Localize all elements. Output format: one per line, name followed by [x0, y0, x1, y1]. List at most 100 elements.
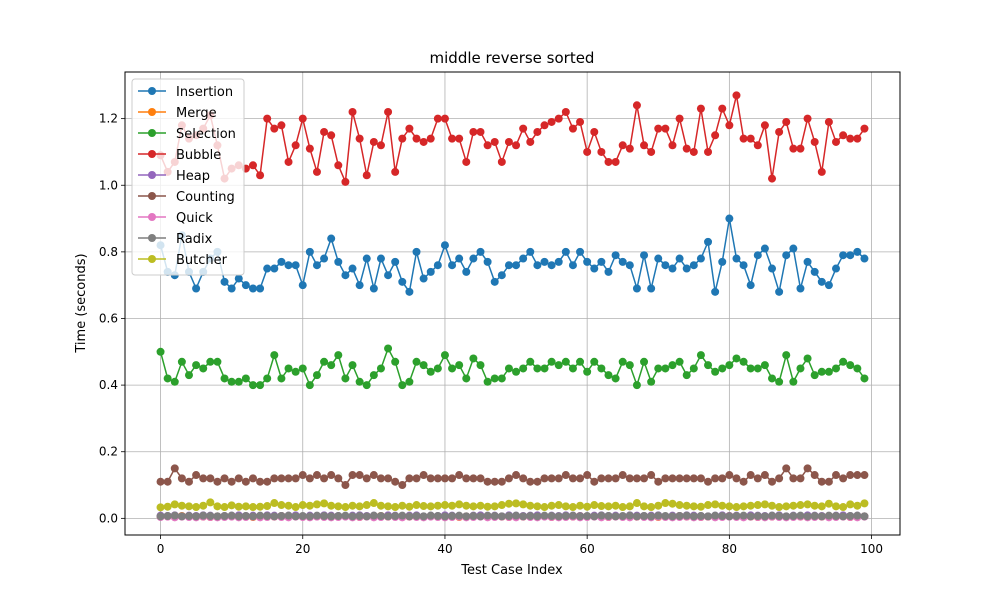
data-point	[718, 257, 727, 266]
data-point	[192, 512, 201, 521]
data-point	[853, 134, 862, 143]
data-point	[775, 512, 784, 521]
data-point	[341, 271, 350, 280]
data-point	[817, 502, 826, 511]
data-point	[227, 511, 236, 520]
legend: Insertion Merge Selection Bubble Heap Countin…	[131, 78, 245, 276]
data-point	[796, 511, 805, 520]
data-point	[213, 477, 222, 486]
data-point	[604, 157, 613, 166]
data-point	[376, 512, 385, 521]
data-point	[718, 501, 727, 510]
data-point	[561, 107, 570, 116]
data-point	[398, 481, 407, 490]
data-point	[398, 381, 407, 390]
data-point	[483, 477, 492, 486]
data-point	[725, 121, 734, 130]
data-point	[469, 474, 478, 483]
data-point	[419, 274, 428, 283]
data-point	[718, 104, 727, 113]
data-point	[512, 471, 521, 480]
data-point	[426, 134, 435, 143]
data-point	[796, 144, 805, 153]
data-point	[576, 474, 585, 483]
data-point	[696, 474, 705, 483]
data-point	[469, 354, 478, 363]
data-point	[369, 284, 378, 293]
data-point	[462, 512, 471, 521]
data-point	[206, 512, 215, 521]
data-point	[263, 264, 272, 273]
data-point	[163, 477, 172, 486]
data-point	[647, 512, 656, 521]
data-point	[270, 512, 279, 521]
data-point	[768, 477, 777, 486]
data-point	[810, 371, 819, 380]
legend-label: Selection	[176, 127, 236, 142]
data-point	[739, 134, 748, 143]
data-point	[682, 371, 691, 380]
data-point	[604, 512, 613, 521]
data-point	[519, 254, 528, 263]
data-point	[725, 361, 734, 370]
data-point	[824, 117, 833, 126]
data-point	[369, 511, 378, 520]
data-point	[476, 361, 485, 370]
y-tick-label: 0.8	[99, 245, 118, 259]
data-point	[775, 474, 784, 483]
data-point	[412, 357, 421, 366]
data-point	[440, 512, 449, 521]
data-point	[576, 501, 585, 510]
data-point	[320, 127, 329, 136]
data-point	[704, 361, 713, 370]
data-point	[839, 503, 848, 512]
legend-item: Merge	[138, 106, 217, 121]
data-point	[647, 471, 656, 480]
legend-item: Counting	[138, 190, 235, 205]
data-point	[462, 267, 471, 276]
data-point	[490, 277, 499, 286]
data-point	[220, 374, 229, 383]
data-point	[661, 499, 670, 508]
data-point	[170, 511, 179, 520]
data-point	[768, 511, 777, 520]
data-point	[632, 284, 641, 293]
data-point	[426, 367, 435, 376]
data-point	[583, 367, 592, 376]
data-point	[341, 177, 350, 186]
data-point	[334, 351, 343, 360]
data-point	[839, 512, 848, 521]
data-point	[597, 474, 606, 483]
data-point	[696, 254, 705, 263]
data-point	[640, 141, 649, 150]
data-point	[839, 357, 848, 366]
data-point	[362, 474, 371, 483]
data-point	[355, 377, 364, 386]
data-point	[682, 511, 691, 520]
data-point	[156, 347, 165, 356]
data-point	[590, 127, 599, 136]
data-point	[256, 477, 265, 486]
data-point	[490, 374, 499, 383]
data-point	[832, 512, 841, 521]
data-point	[213, 357, 222, 366]
data-point	[768, 174, 777, 183]
legend-item: Butcher	[138, 253, 228, 268]
data-point	[284, 157, 293, 166]
data-point	[810, 512, 819, 521]
y-tick-label: 0.2	[99, 445, 118, 459]
legend-item: Radix	[138, 232, 213, 247]
data-point	[561, 357, 570, 366]
data-point	[661, 124, 670, 133]
data-point	[312, 500, 321, 509]
data-point	[490, 512, 499, 521]
data-point	[376, 254, 385, 263]
data-point	[789, 144, 798, 153]
data-point	[732, 474, 741, 483]
data-point	[796, 364, 805, 373]
data-point	[732, 91, 741, 100]
data-point	[298, 114, 307, 123]
data-point	[704, 237, 713, 246]
data-point	[476, 512, 485, 521]
